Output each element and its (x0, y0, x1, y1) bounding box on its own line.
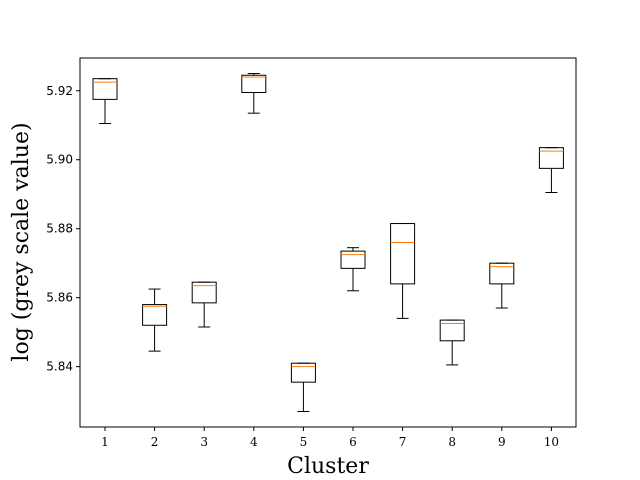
x-tick-label: 7 (399, 435, 407, 449)
x-tick-label: 6 (349, 435, 357, 449)
box-cluster-1 (92, 78, 118, 125)
boxes-group (92, 73, 564, 412)
box-cluster-7 (390, 223, 416, 319)
y-tick-label: 5.90 (46, 153, 73, 167)
box-cluster-8 (439, 319, 465, 366)
box-cluster-5 (290, 362, 316, 412)
plot-area-frame (79, 57, 577, 428)
box-cluster-3 (191, 281, 217, 328)
iqr-box (538, 147, 564, 169)
y-tick-label: 5.84 (46, 360, 73, 374)
box-cluster-6 (340, 247, 366, 292)
x-ticks-group: 1 2 3 4 5 6 7 8 9 10 (101, 427, 559, 449)
y-tick-label: 5.92 (46, 84, 73, 98)
x-tick-label: 2 (151, 435, 159, 449)
iqr-box (340, 250, 366, 269)
x-tick-label: 4 (250, 435, 258, 449)
iqr-box (241, 74, 267, 93)
y-ticks-group: 5.84 5.86 5.88 5.90 5.92 (46, 84, 80, 374)
box-cluster-10 (538, 147, 564, 193)
x-axis-label: Cluster (287, 454, 369, 479)
iqr-box (92, 78, 118, 100)
y-tick-label: 5.88 (46, 222, 73, 236)
iqr-box (290, 362, 316, 383)
box-cluster-2 (142, 288, 168, 352)
x-tick-label: 5 (300, 435, 308, 449)
x-tick-label: 10 (544, 435, 559, 449)
iqr-box (191, 281, 217, 304)
iqr-box (142, 304, 168, 326)
x-tick-label: 1 (101, 435, 109, 449)
x-tick-label: 8 (448, 435, 456, 449)
iqr-box (390, 223, 416, 285)
y-axis-label: log (grey scale value) (9, 122, 34, 361)
box-cluster-9 (489, 262, 515, 309)
iqr-box (489, 262, 515, 285)
y-tick-label: 5.86 (46, 291, 73, 305)
iqr-box (439, 319, 465, 342)
box-cluster-4 (241, 73, 267, 114)
x-tick-label: 9 (498, 435, 506, 449)
x-tick-label: 3 (200, 435, 208, 449)
